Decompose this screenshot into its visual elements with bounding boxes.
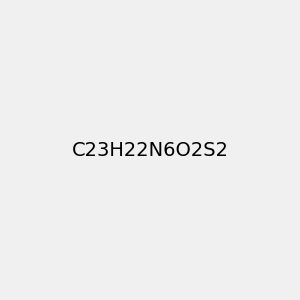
Text: C23H22N6O2S2: C23H22N6O2S2	[71, 140, 229, 160]
